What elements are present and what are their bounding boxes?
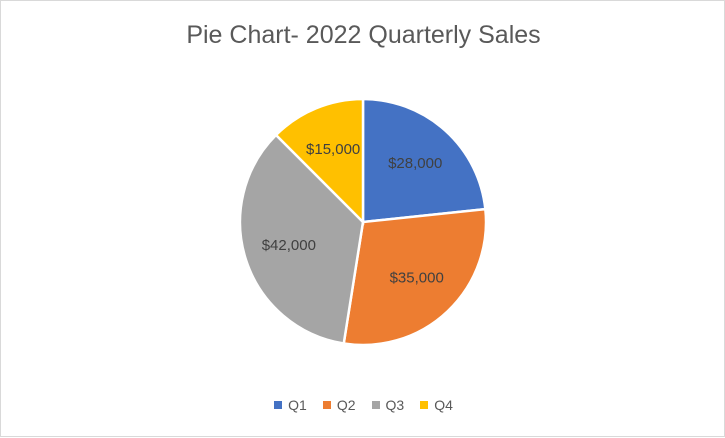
legend-item-q3: Q3 <box>371 397 405 413</box>
legend-swatch <box>274 401 283 409</box>
legend-label: Q2 <box>336 397 356 413</box>
legend: Q1 Q2 Q3 Q4 <box>1 397 725 413</box>
chart-title: Pie Chart- 2022 Quarterly Sales <box>186 21 541 49</box>
pie-slice-q1 <box>361 97 487 224</box>
legend-item-q4: Q4 <box>420 397 453 413</box>
legend-label: Q3 <box>385 397 405 413</box>
legend-item-q1: Q1 <box>274 397 307 413</box>
legend-label: Q1 <box>288 397 307 413</box>
legend-swatch <box>322 401 331 409</box>
data-label-q2: $35,000 <box>390 270 444 287</box>
data-label-q4: $15,000 <box>306 141 360 158</box>
data-label-q1: $28,000 <box>388 155 442 172</box>
pie-slice-q2 <box>342 207 488 347</box>
legend-swatch <box>371 401 380 409</box>
data-label-q3: $42,000 <box>262 237 316 254</box>
legend-label: Q4 <box>434 397 453 413</box>
pie-slice-q3 <box>238 133 365 345</box>
legend-item-q2: Q2 <box>322 397 356 413</box>
legend-swatch <box>420 401 429 409</box>
pie-slice-q4 <box>274 97 365 226</box>
